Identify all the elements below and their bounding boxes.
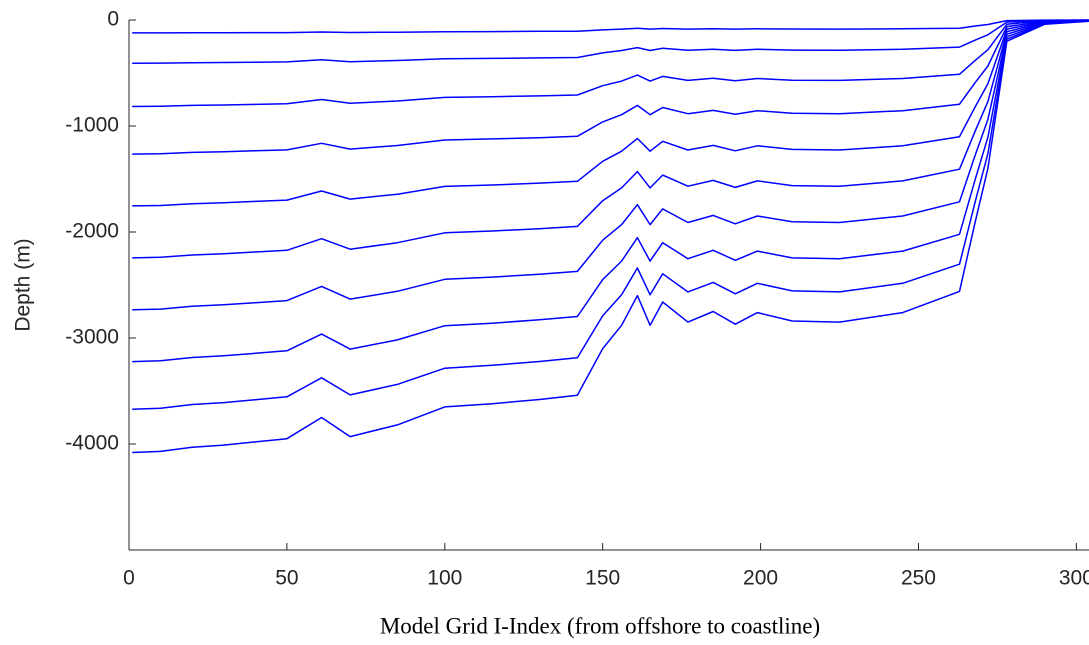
x-tick-label: 50 xyxy=(275,567,298,590)
y-tick-label: -3000 xyxy=(65,326,119,349)
x-tick-label: 150 xyxy=(585,567,620,590)
layer-line xyxy=(132,20,1089,454)
layer-line xyxy=(132,19,1089,259)
layer-line xyxy=(132,20,1089,410)
layer-line xyxy=(132,19,1089,207)
layer-line xyxy=(132,19,1089,108)
x-tick-label: 0 xyxy=(123,567,135,590)
x-tick-label: 250 xyxy=(901,567,936,590)
y-tick-label: -2000 xyxy=(65,220,119,243)
x-tick-label: 100 xyxy=(427,567,462,590)
layer-line xyxy=(132,19,1089,155)
x-axis-label: Model Grid I-Index (from offshore to coa… xyxy=(380,613,820,638)
layer-line xyxy=(132,20,1089,311)
x-tick-label: 300 xyxy=(1059,567,1089,590)
layer-line xyxy=(132,19,1089,34)
layer-line xyxy=(132,20,1089,363)
y-axis-label: Depth (m) xyxy=(12,238,35,331)
y-tick-label: -1000 xyxy=(65,114,119,137)
y-tick-label: -4000 xyxy=(65,432,119,455)
x-tick-label: 200 xyxy=(743,567,778,590)
layer-line xyxy=(132,19,1089,64)
y-tick-label: 0 xyxy=(107,8,119,31)
